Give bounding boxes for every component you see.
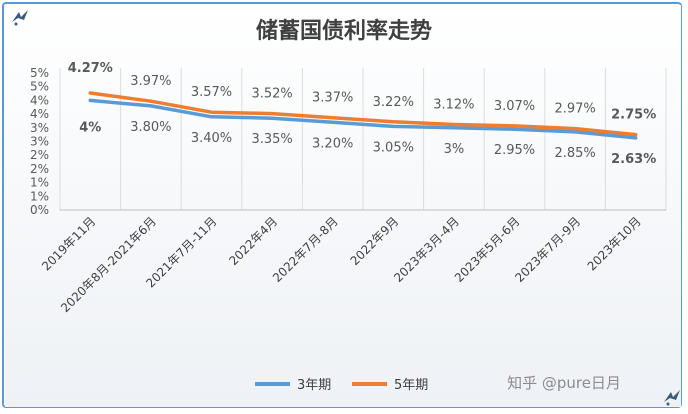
y-tick-label: 2% bbox=[30, 162, 49, 176]
data-label: 3.80% bbox=[130, 120, 171, 135]
series-lines bbox=[88, 91, 638, 140]
data-label: 3.57% bbox=[191, 85, 232, 100]
data-label: 2.85% bbox=[554, 146, 595, 161]
data-label: 2.95% bbox=[494, 143, 535, 158]
y-tick-label: 4% bbox=[30, 93, 49, 107]
y-tick-label: 5% bbox=[30, 66, 49, 80]
bird-icon bbox=[664, 390, 680, 406]
data-label: 2.75% bbox=[611, 108, 656, 123]
y-tick-label: 5% bbox=[30, 80, 49, 94]
data-labels: 4% 3.80% 3.40% 3.35% 3.20% 3.05% 3% 2.95% 2.85% 2… bbox=[68, 61, 657, 167]
legend-label-5y: 5年期 bbox=[394, 378, 428, 393]
data-label: 3.07% bbox=[494, 99, 535, 114]
y-tick-label: 1% bbox=[30, 189, 49, 203]
legend: 3年期 5年期 bbox=[255, 378, 428, 393]
data-label: 3.12% bbox=[433, 98, 474, 113]
data-label: 2.97% bbox=[554, 102, 595, 117]
y-tick-label: 2% bbox=[30, 148, 49, 162]
y-tick-label: 1% bbox=[30, 176, 49, 190]
y-axis: 0%1%1%2%2%3%3%4%4%5%5% bbox=[30, 66, 49, 217]
data-label: 3.22% bbox=[373, 95, 414, 110]
data-label: 3.97% bbox=[130, 74, 171, 89]
bird-icon bbox=[12, 10, 28, 26]
data-label: 3.20% bbox=[312, 136, 353, 151]
grid bbox=[59, 68, 667, 211]
y-tick-label: 3% bbox=[30, 121, 49, 135]
data-label: 2.63% bbox=[611, 152, 656, 167]
data-label: 3.35% bbox=[251, 132, 292, 147]
data-label: 3.37% bbox=[312, 91, 353, 106]
y-tick-label: 3% bbox=[30, 135, 49, 149]
series-line-0 bbox=[88, 98, 638, 140]
data-label: 3.40% bbox=[191, 131, 232, 146]
data-label: 4.27% bbox=[68, 61, 113, 76]
data-label: 3.05% bbox=[373, 140, 414, 155]
legend-label-3y: 3年期 bbox=[297, 378, 331, 393]
chart-background bbox=[5, 5, 681, 407]
series-line-1 bbox=[88, 91, 638, 137]
data-label: 3% bbox=[444, 142, 465, 157]
y-tick-label: 4% bbox=[30, 107, 49, 121]
data-label: 4% bbox=[79, 120, 101, 135]
data-label: 3.52% bbox=[251, 87, 292, 102]
y-tick-label: 0% bbox=[30, 203, 49, 217]
watermark: 知乎 @pure日月 bbox=[507, 374, 621, 392]
chart-title: 储蓄国债利率走势 bbox=[256, 18, 432, 44]
